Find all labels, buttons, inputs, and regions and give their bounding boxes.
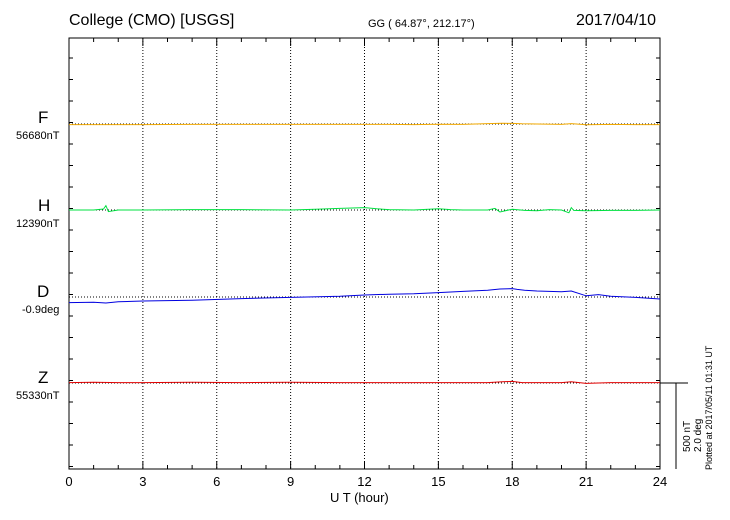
- series-line-z: [68, 380, 660, 384]
- channel-baseline-f: 56680nT: [16, 130, 60, 142]
- series-line-f: [69, 122, 660, 126]
- channel-baseline-h: 12390nT: [16, 218, 60, 230]
- station-title: College (CMO) [USGS]: [69, 12, 235, 29]
- station-coordinates: GG ( 64.87°, 212.17°): [368, 18, 475, 30]
- channel-baseline-d: -0.9deg: [22, 304, 60, 316]
- x-tick-label: 9: [287, 474, 294, 489]
- x-tick-label: 0: [65, 474, 72, 489]
- scale-bar-group: [660, 382, 688, 469]
- channel-label-d: D: [37, 282, 50, 301]
- channel-label-f: F: [38, 108, 49, 127]
- ticks-group: 0 3 6 9 12 15 18 21 24: [65, 38, 667, 489]
- x-tick-label: 6: [213, 474, 220, 489]
- x-tick-label: 18: [505, 474, 519, 489]
- channel-label-h: H: [38, 196, 51, 215]
- chart-date: 2017/04/10: [576, 12, 657, 29]
- channel-baseline-z: 55330nT: [16, 390, 60, 402]
- x-axis-label: U T (hour): [330, 490, 389, 505]
- x-tick-label: 24: [653, 474, 667, 489]
- scale-bar-deg-label: 2.0 deg: [693, 418, 704, 452]
- scale-bar-nt-label: 500 nT: [682, 420, 693, 452]
- x-tick-label: 15: [431, 474, 445, 489]
- channel-label-z: Z: [38, 368, 49, 387]
- plotted-timestamp: Plotted at 2017/05/11 01:31 UT: [704, 345, 714, 470]
- x-tick-label: 21: [579, 474, 593, 489]
- series-line-d: [68, 288, 661, 304]
- x-tick-label: 3: [139, 474, 146, 489]
- x-tick-label: 12: [357, 474, 371, 489]
- grid-group: [142, 38, 587, 469]
- series-group: [68, 122, 661, 384]
- series-line-h: [69, 204, 661, 214]
